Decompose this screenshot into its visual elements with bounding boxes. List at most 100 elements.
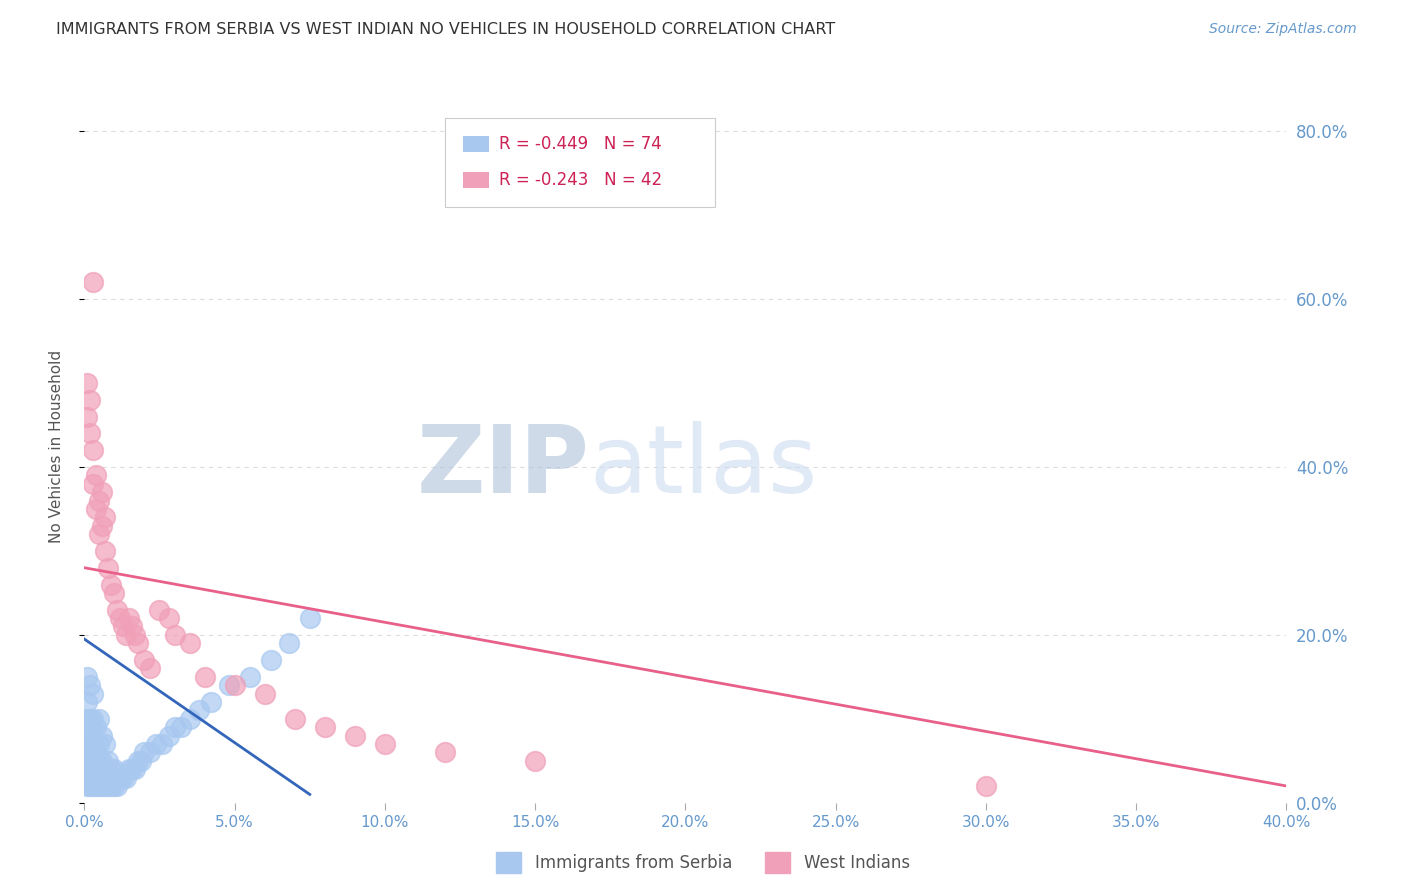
Point <box>127 636 149 650</box>
Point <box>115 771 138 785</box>
Legend: Immigrants from Serbia, West Indians: Immigrants from Serbia, West Indians <box>489 846 917 880</box>
Point <box>91 779 114 793</box>
Point <box>253 687 276 701</box>
Point <box>76 409 98 424</box>
Point <box>112 771 135 785</box>
Point <box>121 619 143 633</box>
Point <box>82 443 104 458</box>
Point <box>148 603 170 617</box>
Point <box>91 771 114 785</box>
Point <box>112 619 135 633</box>
Point <box>82 754 104 768</box>
Point <box>139 661 162 675</box>
Point <box>124 762 146 776</box>
Point <box>127 754 149 768</box>
Point <box>76 779 98 793</box>
Point <box>76 712 98 726</box>
Point <box>974 779 997 793</box>
Point <box>163 720 186 734</box>
Point <box>100 762 122 776</box>
Point <box>91 754 114 768</box>
Point <box>97 754 120 768</box>
Point <box>86 720 108 734</box>
Point <box>79 762 101 776</box>
Point <box>107 603 129 617</box>
Point <box>157 729 180 743</box>
Point <box>89 527 111 541</box>
Point <box>94 510 117 524</box>
Point <box>76 746 98 760</box>
Point <box>86 502 108 516</box>
Point <box>76 729 98 743</box>
Point <box>94 762 117 776</box>
Point <box>82 771 104 785</box>
Point <box>224 678 246 692</box>
Text: R = -0.449   N = 74: R = -0.449 N = 74 <box>499 136 662 153</box>
Point <box>187 703 209 717</box>
Point <box>76 754 98 768</box>
Point <box>374 737 396 751</box>
Point <box>239 670 262 684</box>
Point <box>218 678 240 692</box>
Point <box>124 628 146 642</box>
Point <box>284 712 307 726</box>
FancyBboxPatch shape <box>446 118 716 207</box>
Point <box>79 779 101 793</box>
Point <box>118 611 141 625</box>
Point <box>79 771 101 785</box>
Point <box>110 611 132 625</box>
Point <box>82 737 104 751</box>
Point <box>79 754 101 768</box>
Point <box>179 636 201 650</box>
Point <box>194 670 217 684</box>
Text: Source: ZipAtlas.com: Source: ZipAtlas.com <box>1209 22 1357 37</box>
Point <box>97 560 120 574</box>
Point <box>82 779 104 793</box>
Point <box>86 468 108 483</box>
Point <box>82 762 104 776</box>
Point <box>91 729 114 743</box>
Point <box>298 611 321 625</box>
Point <box>179 712 201 726</box>
Point <box>91 518 114 533</box>
Point <box>110 771 132 785</box>
Point <box>524 754 547 768</box>
Point <box>79 712 101 726</box>
Point <box>100 779 122 793</box>
Point <box>76 376 98 390</box>
Point <box>139 746 162 760</box>
Point <box>79 392 101 407</box>
Point <box>79 426 101 441</box>
Point <box>86 771 108 785</box>
Point <box>82 729 104 743</box>
Point <box>76 762 98 776</box>
Point <box>103 779 125 793</box>
Point <box>157 611 180 625</box>
Point <box>134 653 156 667</box>
Point <box>152 737 174 751</box>
Point <box>91 485 114 500</box>
Point <box>94 737 117 751</box>
Point <box>89 754 111 768</box>
Point <box>89 771 111 785</box>
Point <box>103 762 125 776</box>
Point <box>89 737 111 751</box>
Point <box>86 779 108 793</box>
Point <box>169 720 191 734</box>
Point <box>277 636 299 650</box>
Point <box>76 695 98 709</box>
Point <box>100 577 122 591</box>
Bar <box>463 136 489 152</box>
Point <box>82 687 104 701</box>
Point <box>86 762 108 776</box>
Point <box>76 737 98 751</box>
Bar <box>463 172 489 187</box>
Point <box>343 729 366 743</box>
Point <box>79 729 101 743</box>
Point <box>107 779 129 793</box>
Point <box>131 754 153 768</box>
Text: atlas: atlas <box>589 421 817 514</box>
Point <box>163 628 186 642</box>
Text: IMMIGRANTS FROM SERBIA VS WEST INDIAN NO VEHICLES IN HOUSEHOLD CORRELATION CHART: IMMIGRANTS FROM SERBIA VS WEST INDIAN NO… <box>56 22 835 37</box>
Point <box>145 737 167 751</box>
